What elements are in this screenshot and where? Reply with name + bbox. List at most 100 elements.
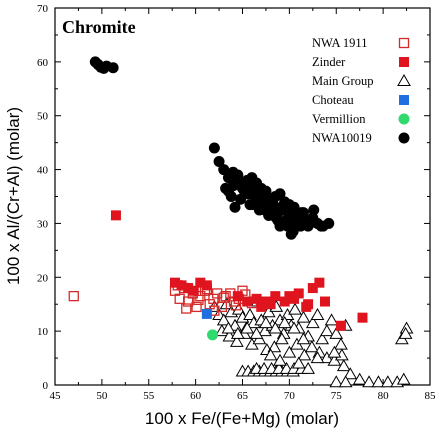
data-point — [327, 345, 342, 358]
data-point — [193, 294, 204, 306]
x-tick-label: 45 — [50, 390, 62, 402]
y-tick-label: 70 — [37, 3, 49, 15]
data-point — [284, 291, 295, 302]
data-point — [256, 301, 267, 312]
data-point — [323, 217, 335, 229]
data-point — [232, 291, 243, 302]
series-zinder — [110, 210, 368, 331]
data-point — [188, 285, 199, 296]
series-nwa-1911 — [68, 280, 258, 316]
legend-label: NWA10019 — [312, 131, 372, 145]
data-point — [181, 303, 192, 314]
data-point — [227, 166, 239, 178]
data-point — [301, 361, 315, 374]
legend-label: Zinder — [312, 55, 346, 69]
data-point — [280, 215, 292, 227]
data-point — [222, 185, 234, 197]
x-tick-label: 60 — [190, 390, 202, 402]
data-point — [259, 316, 273, 329]
data-point — [263, 348, 278, 361]
data-point — [176, 280, 187, 291]
data-point — [398, 326, 413, 339]
y-tick-label: 0 — [43, 380, 49, 392]
data-point — [207, 329, 218, 341]
axis-tick-labels: 45 50 55 60 65 70 75 80 85 0 10 20 30 40 50 60 70 — [37, 3, 436, 402]
data-point — [315, 332, 330, 345]
data-point — [218, 164, 230, 176]
y-tick-label: 30 — [37, 218, 49, 230]
data-point — [107, 62, 119, 74]
data-point — [218, 292, 229, 303]
x-tick-label: 65 — [237, 390, 249, 402]
legend-marker — [398, 37, 410, 49]
data-point — [308, 204, 320, 216]
x-tick-label: 55 — [143, 390, 155, 402]
data-point — [307, 283, 318, 294]
data-point — [310, 351, 325, 364]
data-point — [274, 188, 286, 200]
y-tick-label: 20 — [37, 272, 49, 284]
data-point — [110, 210, 121, 221]
data-point — [251, 293, 262, 304]
data-point — [248, 199, 260, 211]
x-axis-title: 100 x Fe/(Fe+Mg) (molar) — [145, 409, 339, 428]
data-point — [231, 302, 246, 315]
data-point — [242, 188, 254, 200]
x-tick-label: 70 — [284, 390, 296, 402]
data-point — [255, 182, 267, 194]
data-point — [201, 280, 212, 291]
data-point — [343, 367, 358, 380]
data-point — [335, 320, 346, 331]
data-point — [174, 293, 185, 304]
y-tick-label: 10 — [37, 326, 49, 338]
legend-marker — [399, 95, 409, 105]
data-point — [237, 180, 248, 192]
chart-title: Chromite — [62, 17, 136, 37]
series-vermillion — [207, 329, 218, 341]
y-tick-label: 60 — [37, 57, 49, 69]
data-point — [265, 299, 276, 310]
data-point — [275, 332, 289, 345]
data-point — [357, 312, 368, 323]
data-point — [296, 332, 311, 345]
series-choteau — [201, 308, 212, 319]
legend-label: NWA 1911 — [312, 36, 367, 50]
data-point — [334, 337, 348, 350]
data-point — [297, 348, 312, 361]
data-point — [282, 345, 297, 358]
data-point — [191, 301, 202, 313]
data-point — [293, 288, 304, 299]
data-point — [362, 375, 376, 388]
data-point — [296, 310, 311, 323]
data-point — [170, 277, 180, 288]
legend-label: Vermillion — [312, 112, 366, 126]
data-point — [310, 307, 325, 320]
data-point — [257, 196, 269, 208]
data-point — [249, 326, 264, 339]
data-point — [287, 321, 301, 334]
data-point — [213, 155, 225, 167]
data-point — [243, 307, 257, 320]
data-point — [289, 209, 301, 221]
data-point — [329, 375, 344, 388]
data-point — [201, 308, 212, 319]
data-point — [396, 372, 411, 385]
data-point — [291, 356, 306, 369]
data-point — [285, 228, 297, 240]
data-point — [270, 291, 281, 302]
y-tick-label: 40 — [37, 165, 49, 177]
legend-marker — [399, 57, 409, 67]
legend-label: Main Group — [312, 74, 373, 88]
legend: NWA 1911 Zinder Main Group Choteau Vermillio… — [312, 36, 411, 145]
data-point — [380, 375, 395, 388]
x-tick-label: 75 — [331, 390, 343, 402]
data-point — [242, 296, 253, 307]
data-point — [246, 172, 258, 184]
data-point — [320, 296, 330, 307]
data-point — [230, 334, 244, 347]
data-point — [208, 293, 219, 304]
data-point — [229, 201, 241, 213]
data-point — [336, 359, 351, 372]
data-point — [324, 313, 339, 326]
